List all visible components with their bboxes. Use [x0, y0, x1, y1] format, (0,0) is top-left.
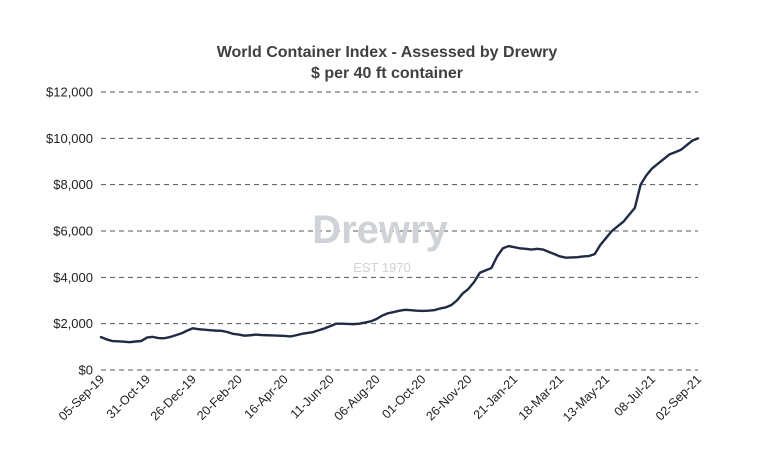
- y-tick-label: $8,000: [53, 177, 93, 192]
- y-tick-label: $6,000: [53, 224, 93, 239]
- x-tick-label: 13-May-21: [560, 372, 612, 424]
- gridlines: [101, 91, 698, 371]
- x-tick-label: 01-Oct-20: [379, 372, 428, 421]
- x-tick-label: 26-Nov-20: [423, 372, 474, 423]
- series-layer: [99, 137, 700, 344]
- chart-title: World Container Index - Assessed by Drew…: [216, 44, 558, 61]
- chart-title-block: World Container Index - Assessed by Drew…: [0, 42, 774, 84]
- chart-subtitle: $ per 40 ft container: [310, 65, 464, 82]
- x-tick-label: 11-Jun-20: [288, 372, 337, 421]
- x-tick-label: 31-Oct-19: [104, 372, 153, 421]
- x-tick-label: 16-Apr-20: [242, 372, 291, 421]
- watermark-brand: Drewry: [312, 208, 448, 252]
- x-tick-label: 08-Jul-21: [611, 372, 658, 419]
- series-line: [99, 137, 700, 344]
- x-tick-label: 26-Dec-19: [148, 372, 199, 423]
- x-tick-label: 18-Mar-21: [516, 372, 567, 423]
- x-tick-label: 20-Feb-20: [194, 372, 245, 423]
- drewry-watermark: Drewry EST 1970: [312, 208, 448, 275]
- x-tick-label: 05-Sep-19: [56, 372, 107, 423]
- y-tick-label: $4,000: [53, 270, 93, 285]
- x-axis: 05-Sep-1931-Oct-1926-Dec-1920-Feb-2016-A…: [56, 372, 704, 424]
- x-tick-label: 02-Sep-21: [653, 372, 704, 423]
- y-axis: $0 $2,000 $4,000 $6,000 $8,000 $10,000 $12,000: [46, 85, 93, 378]
- x-tick-label: 06-Aug-20: [331, 372, 382, 423]
- y-tick-label: $0: [79, 363, 93, 378]
- watermark-tagline: EST 1970: [353, 260, 411, 275]
- y-tick-label: $10,000: [46, 131, 93, 146]
- x-tick-label: 21-Jan-21: [471, 372, 521, 422]
- y-tick-label: $12,000: [46, 85, 93, 100]
- y-tick-label: $2,000: [53, 316, 93, 331]
